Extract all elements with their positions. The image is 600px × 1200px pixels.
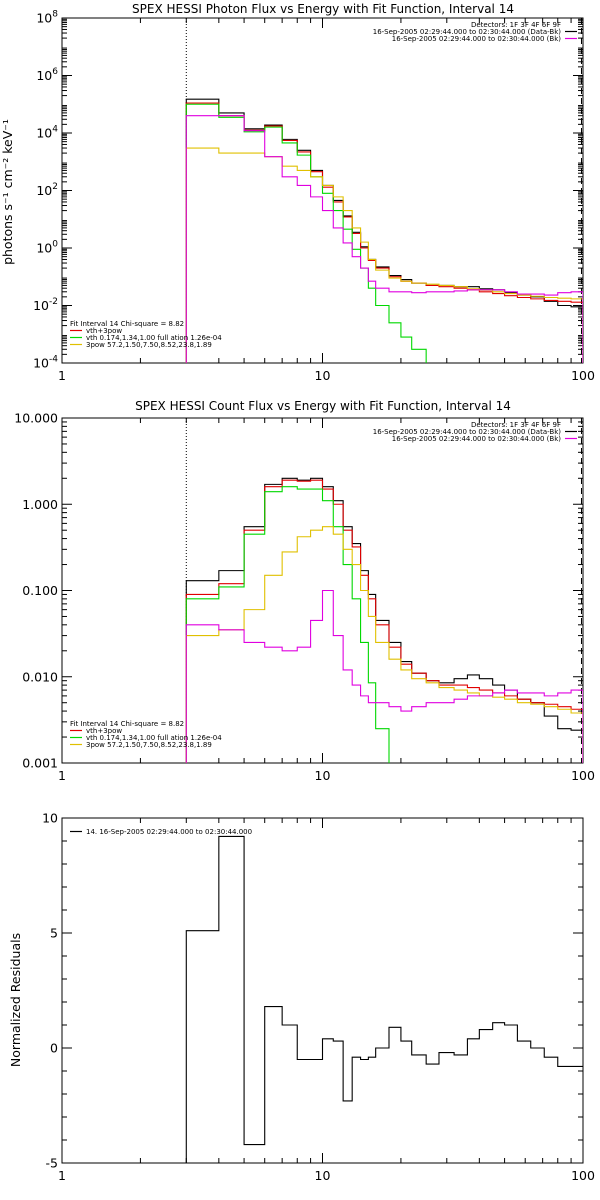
y-tick-exponent: 0 <box>52 240 58 250</box>
y-tick-label: 0.100 <box>22 583 58 598</box>
legend-left-text: vth+3pow <box>86 327 122 335</box>
y-tick-exponent: -4 <box>49 355 58 365</box>
x-tick-label: 10 <box>315 768 331 783</box>
residuals-ylabel: Normalized Residuals <box>8 933 23 1067</box>
x-tick-label: 10 <box>315 1168 331 1183</box>
series-group <box>185 98 583 363</box>
y-tick-label: 5 <box>50 926 58 941</box>
photon-flux-panel: SPEX HESSI Photon Flux vs Energy with Fi… <box>0 2 595 384</box>
y-tick-label: 0 <box>50 1041 58 1056</box>
legend-left-text: vth 0.174,1.34,1.00 full ation 1.26e-04 <box>86 334 222 342</box>
series-line-data-bk <box>185 98 583 363</box>
x-tick-label: 100 <box>571 768 595 783</box>
x-tick-label: 100 <box>571 368 595 383</box>
residuals-panel: Normalized Residuals 1 10 100 -5 0 5 10 14. 16-… <box>8 811 595 1184</box>
y-tick-label: 0.001 <box>22 756 58 771</box>
y-tick-label: 106 <box>36 67 58 83</box>
photon-flux-title: SPEX HESSI Photon Flux vs Energy with Fi… <box>132 2 514 16</box>
x-tick-label: 100 <box>571 1168 595 1183</box>
legend-right-text: Detectors: 1F 3F 4F 6F 9F <box>471 21 561 29</box>
legend-right-text: 16-Sep-2005 02:29:44.000 to 02:30:44.000… <box>373 28 562 36</box>
legend-left-text: vth+3pow <box>86 727 122 735</box>
x-tick-label: 1 <box>58 1168 66 1183</box>
count-flux-plot: 1 10 100 0.001 0.010 0.100 1.000 10.000 Detector… <box>14 411 595 784</box>
series-line-3pow <box>185 147 583 363</box>
y-tick-exponent: 6 <box>52 67 58 77</box>
series-line-14-16-sep-2005-02-29-44-000-to-02-30-44-000 <box>185 835 583 1163</box>
series-line-vth-3pow <box>185 479 583 763</box>
legend-right-text: 16-Sep-2005 02:29:44.000 to 02:30:44.000… <box>392 35 562 43</box>
y-tick-exponent: 2 <box>52 182 58 192</box>
y-tick-label: 108 <box>36 10 58 26</box>
series-line-bk <box>185 115 583 363</box>
x-tick-label: 1 <box>58 768 66 783</box>
legend-left-header: Fit Interval 14 Chi-square = 8.82 <box>70 720 184 728</box>
legend-left-text: 14. 16-Sep-2005 02:29:44.000 to 02:30:44… <box>86 828 252 836</box>
y-tick-exponent: 4 <box>52 125 58 135</box>
y-tick-label: 10-4 <box>33 355 58 371</box>
y-tick-exponent: 8 <box>52 10 58 20</box>
legend-left-header: Fit Interval 14 Chi-square = 8.82 <box>70 320 184 328</box>
series-line-vth <box>185 103 427 363</box>
series-line-bk <box>185 589 583 763</box>
legend-left-text: vth 0.174,1.34,1.00 full ation 1.26e-04 <box>86 734 222 742</box>
y-tick-label: 10 <box>42 811 58 826</box>
x-tick-label: 10 <box>315 368 331 383</box>
residuals-plot: 1 10 100 -5 0 5 10 14. 16-Sep-2005 02:29:44.000… <box>42 811 595 1184</box>
series-line-3pow <box>185 526 583 763</box>
legend-right-text: 16-Sep-2005 02:29:44.000 to 02:30:44.000… <box>392 435 562 443</box>
y-tick-label: 104 <box>36 125 58 141</box>
count-flux-panel: SPEX HESSI Count Flux vs Energy with Fit… <box>14 399 595 783</box>
series-group <box>185 477 583 763</box>
y-tick-label: 1.000 <box>22 497 58 512</box>
y-tick-label: 100 <box>36 240 58 256</box>
legend-right-text: Detectors: 1F 3F 4F 6F 9F <box>471 421 561 429</box>
y-tick-label: -5 <box>46 1156 58 1171</box>
y-tick-label: 102 <box>36 182 58 198</box>
series-line-vth <box>185 486 390 763</box>
x-tick-label: 1 <box>58 368 66 383</box>
y-tick-exponent: -2 <box>49 297 58 307</box>
series-line-vth-3pow <box>185 102 583 363</box>
photon-flux-ylabel: photons s⁻¹ cm⁻² keV⁻¹ <box>0 119 15 265</box>
axes-frame <box>61 817 584 1164</box>
legend-left-text: 3pow 57.2,1.50,7.50,8.52,23.8,1.89 <box>86 741 212 749</box>
y-tick-label: 10-2 <box>33 297 58 313</box>
series-group <box>185 835 583 1163</box>
photon-flux-plot: 1 10 100 10-4 10-2 100 102 104 106 108 Detectors: … <box>33 10 595 384</box>
legend-left-text: 3pow 57.2,1.50,7.50,8.52,23.8,1.89 <box>86 341 212 349</box>
y-tick-label: 10.000 <box>14 411 58 426</box>
legend-right-text: 16-Sep-2005 02:29:44.000 to 02:30:44.000… <box>373 428 562 436</box>
count-flux-title: SPEX HESSI Count Flux vs Energy with Fit… <box>135 399 511 413</box>
y-tick-label: 0.010 <box>22 669 58 684</box>
series-line-data-bk <box>185 477 583 763</box>
